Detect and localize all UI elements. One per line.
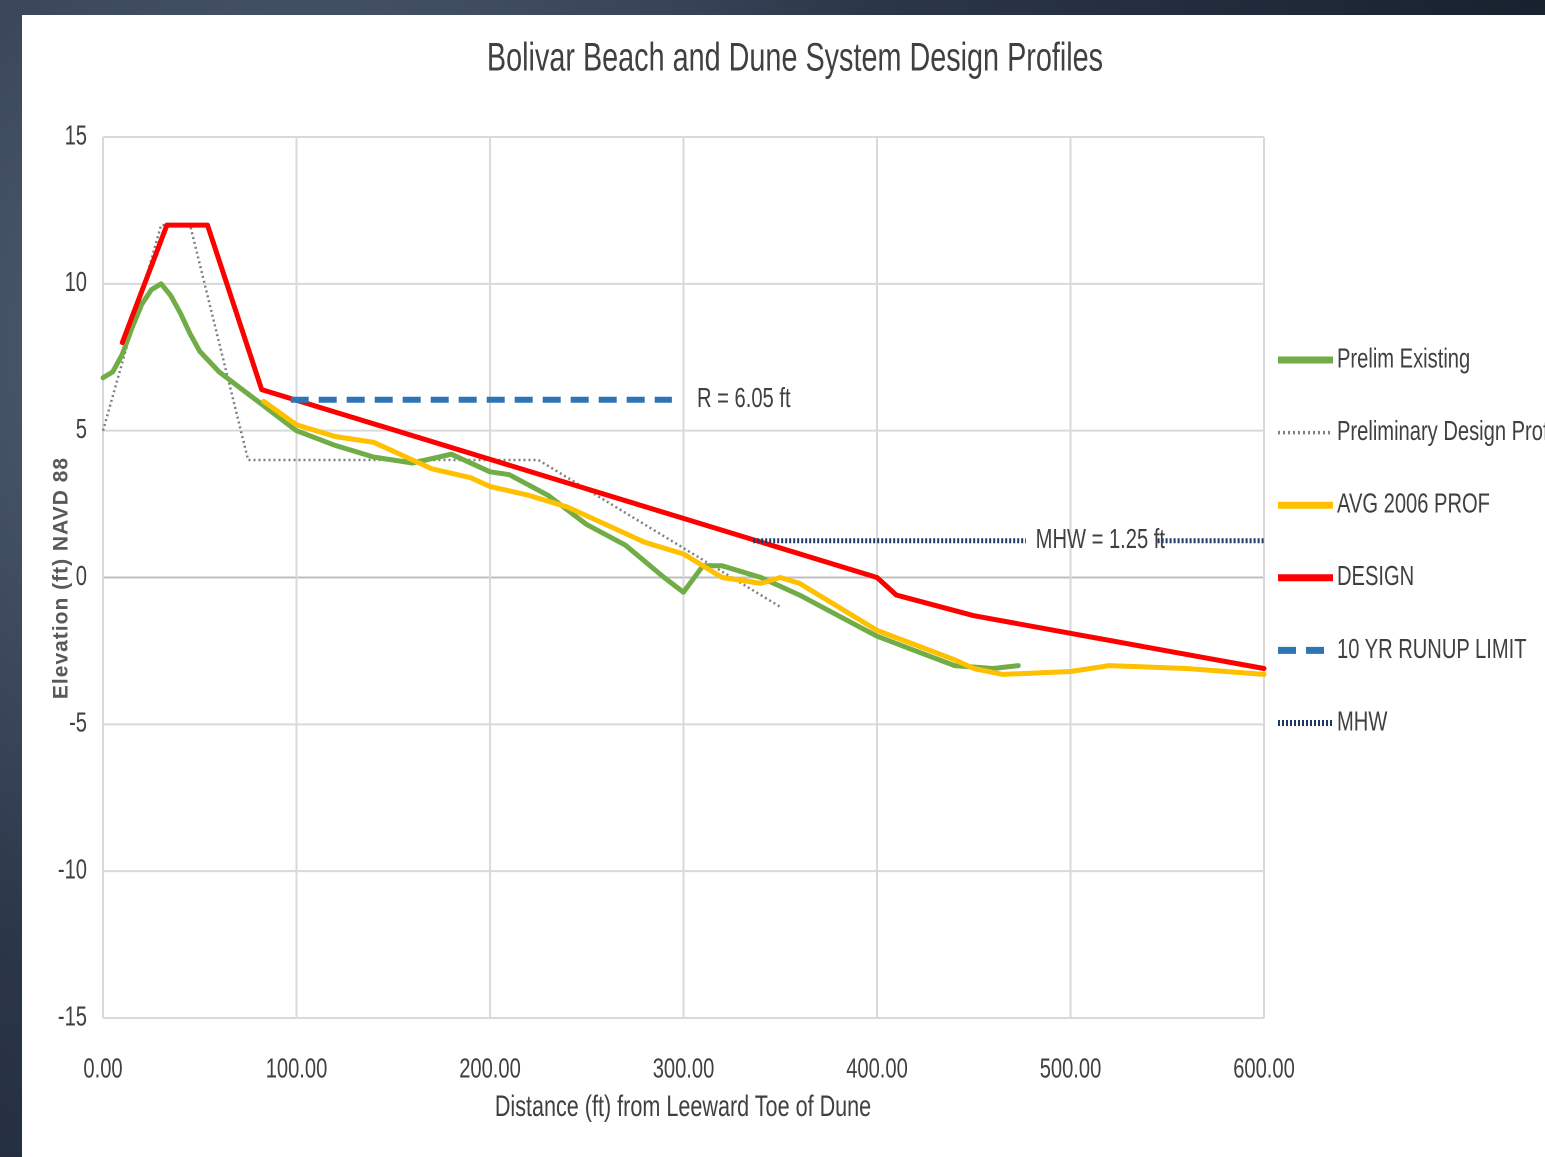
y-tick-label: 15 xyxy=(65,120,87,151)
legend-label: DESIGN xyxy=(1337,561,1414,592)
series-line xyxy=(119,222,1267,671)
series-line xyxy=(100,281,1021,671)
y-tick-label: 0 xyxy=(76,561,87,592)
legend-label: 10 YR RUNUP LIMIT xyxy=(1337,634,1527,665)
y-tick-label: -10 xyxy=(58,854,87,885)
x-tick-label: 100.00 xyxy=(266,1053,328,1084)
x-tick-label: 600.00 xyxy=(1233,1053,1295,1084)
legend-label: Prelim Existing xyxy=(1337,343,1470,374)
y-tick-label: 10 xyxy=(65,267,87,298)
y-tick-label: -5 xyxy=(69,708,87,739)
legend-label: Preliminary Design Profile xyxy=(1337,416,1545,447)
y-tick-label: -15 xyxy=(58,1001,87,1032)
x-tick-label: 300.00 xyxy=(653,1053,715,1084)
x-axis-label: Distance (ft) from Leeward Toe of Dune xyxy=(495,1088,871,1122)
annotation: R = 6.05 ft xyxy=(697,383,791,414)
x-tick-label: 0.00 xyxy=(83,1053,122,1084)
legend-label: AVG 2006 PROF xyxy=(1337,488,1490,519)
annotation: MHW = 1.25 ft xyxy=(1036,524,1165,555)
x-tick-label: 400.00 xyxy=(846,1053,908,1084)
y-tick-label: 5 xyxy=(76,414,87,445)
y-axis-label: Elevation (ft) NAVD 88 xyxy=(50,457,73,699)
x-tick-label: 500.00 xyxy=(1040,1053,1102,1084)
chart-title: Bolivar Beach and Dune System Design Pro… xyxy=(487,35,1103,80)
x-tick-label: 200.00 xyxy=(459,1053,521,1084)
series-line xyxy=(261,398,1267,677)
legend-label: MHW xyxy=(1337,706,1387,737)
